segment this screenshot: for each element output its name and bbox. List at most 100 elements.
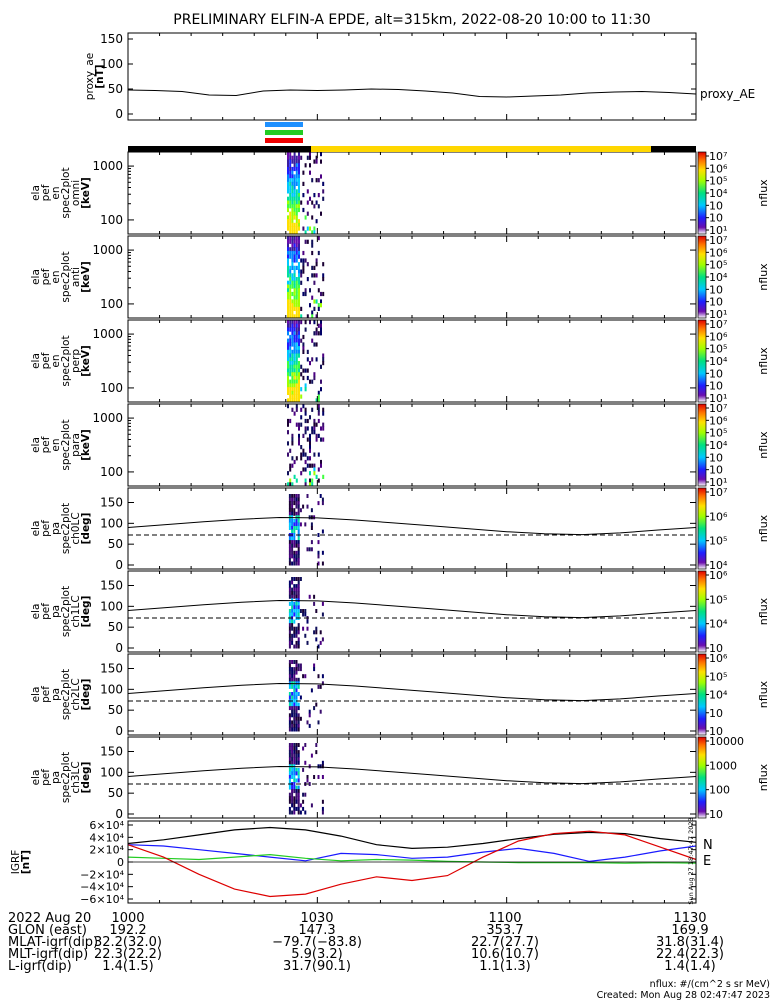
pitch-cell bbox=[293, 786, 295, 790]
spectrogram-cell bbox=[302, 350, 304, 354]
colorbar-tick-label: 10⁶ bbox=[709, 330, 728, 343]
pitch-cell bbox=[311, 754, 313, 758]
spectrogram-cell bbox=[294, 152, 296, 156]
spectrogram-cell bbox=[289, 219, 291, 223]
pitch-cell bbox=[298, 609, 300, 613]
spectrogram-cell bbox=[311, 273, 313, 277]
side-stamp: Sun Aug 27 18:47:47 2023 bbox=[687, 817, 695, 904]
spectrogram-cell bbox=[291, 324, 293, 328]
spectrogram-cell bbox=[294, 223, 296, 227]
pitch-cell bbox=[291, 761, 293, 765]
spectrogram-cell bbox=[313, 299, 315, 303]
pitch-cell bbox=[300, 811, 302, 815]
spectrogram-cell bbox=[287, 201, 289, 205]
spectrogram-cell bbox=[309, 434, 311, 438]
spectrogram-cell bbox=[309, 303, 311, 307]
spectrogram-cell bbox=[302, 292, 304, 296]
pitch-cell bbox=[291, 706, 293, 710]
y-axis-label: IGRF[nT] bbox=[10, 850, 32, 875]
pitch-cell bbox=[289, 664, 291, 668]
pitch-cell bbox=[289, 713, 291, 717]
spectrogram-cell bbox=[298, 342, 300, 346]
pitch-cell bbox=[296, 800, 298, 804]
spectrogram-cell bbox=[305, 328, 307, 332]
pitch-cell bbox=[320, 641, 322, 645]
spectrogram-cell bbox=[294, 197, 296, 201]
pitch-cell bbox=[318, 674, 320, 678]
spectrogram-cell bbox=[296, 395, 298, 399]
spectrogram-cell bbox=[294, 365, 296, 369]
pitch-cell bbox=[296, 789, 298, 793]
spectrogram-cell bbox=[289, 251, 291, 255]
pitch-cell bbox=[298, 558, 300, 562]
spectrogram-cell bbox=[294, 324, 296, 328]
pitch-cell bbox=[298, 602, 300, 606]
panel-frame bbox=[128, 152, 696, 234]
colorbar bbox=[698, 654, 706, 735]
pitch-cell bbox=[291, 800, 293, 804]
spectrogram-cell bbox=[316, 434, 318, 438]
y-tick-label: 6×10⁴ bbox=[89, 819, 124, 832]
spectrogram-cell bbox=[291, 247, 293, 251]
pitch-cell bbox=[293, 807, 295, 811]
pitch-cell bbox=[298, 796, 300, 800]
spectrogram-cell bbox=[291, 372, 293, 376]
pitch-cell bbox=[293, 775, 295, 779]
pitch-cell bbox=[289, 800, 291, 804]
spectrogram-cell bbox=[298, 240, 300, 244]
series-label-n: N bbox=[703, 838, 713, 853]
pitch-cell bbox=[291, 591, 293, 595]
spectrogram-cell bbox=[294, 167, 296, 171]
y-tick-label: 100 bbox=[100, 682, 123, 696]
spectrogram-cell bbox=[287, 236, 289, 240]
spectrogram-cell bbox=[305, 292, 307, 296]
pitch-cell bbox=[293, 558, 295, 562]
spectrogram-cell bbox=[287, 342, 289, 346]
spectrogram-cell bbox=[294, 475, 296, 479]
spectrogram-cell bbox=[287, 387, 289, 391]
spectrogram-cell bbox=[298, 251, 300, 255]
y-tick-label: 50 bbox=[108, 620, 123, 634]
proxy-ae-line bbox=[128, 89, 696, 97]
status-bar-green bbox=[265, 130, 303, 135]
pitch-cell bbox=[291, 605, 293, 609]
spectrogram-cell bbox=[311, 357, 313, 361]
spectrogram-cell bbox=[302, 208, 304, 212]
pitch-cell bbox=[296, 540, 298, 544]
spectrogram-cell bbox=[307, 277, 309, 281]
spectrogram-cell bbox=[289, 288, 291, 292]
pitch-cell bbox=[296, 743, 298, 747]
colorbar-tick-label: 10⁶ bbox=[709, 246, 728, 259]
spectrogram-cell bbox=[296, 208, 298, 212]
spectrogram-cell bbox=[298, 152, 300, 156]
panel-frame bbox=[128, 488, 696, 569]
spectrogram-cell bbox=[298, 197, 300, 201]
y-tick-label: 50 bbox=[108, 82, 123, 96]
spectrogram-cell bbox=[305, 460, 307, 464]
spectrogram-cell bbox=[294, 383, 296, 387]
spectrogram-cell bbox=[294, 212, 296, 216]
pitch-cell bbox=[298, 540, 300, 544]
pitch-cell bbox=[291, 757, 293, 761]
pitch-cell bbox=[309, 547, 311, 551]
axis-label-line: [keV] bbox=[80, 261, 92, 293]
y-axis-label: elapefpaspec2plotch0LC[deg] bbox=[30, 503, 92, 554]
spectrogram-cell bbox=[307, 189, 309, 193]
spectrogram-cell bbox=[296, 404, 298, 408]
spectrogram-cell bbox=[291, 212, 293, 216]
spectrogram-cell bbox=[294, 288, 296, 292]
colorbar-label: nflux bbox=[757, 347, 770, 375]
spectrogram-cell bbox=[322, 408, 324, 412]
pitch-cell bbox=[289, 609, 291, 613]
spectrogram-cell bbox=[294, 255, 296, 259]
spectrogram-cell bbox=[296, 240, 298, 244]
pitch-cell bbox=[298, 537, 300, 541]
pitch-cell bbox=[293, 757, 295, 761]
pitch-cell bbox=[289, 584, 291, 588]
colorbar-tick-label: 10⁶ bbox=[709, 510, 728, 523]
spectrogram-cell bbox=[287, 174, 289, 178]
spectrogram-cell bbox=[298, 383, 300, 387]
colorbar-tick-label: 10⁷ bbox=[709, 234, 727, 247]
spectrogram-cell bbox=[300, 395, 302, 399]
pitch-cell bbox=[298, 505, 300, 509]
